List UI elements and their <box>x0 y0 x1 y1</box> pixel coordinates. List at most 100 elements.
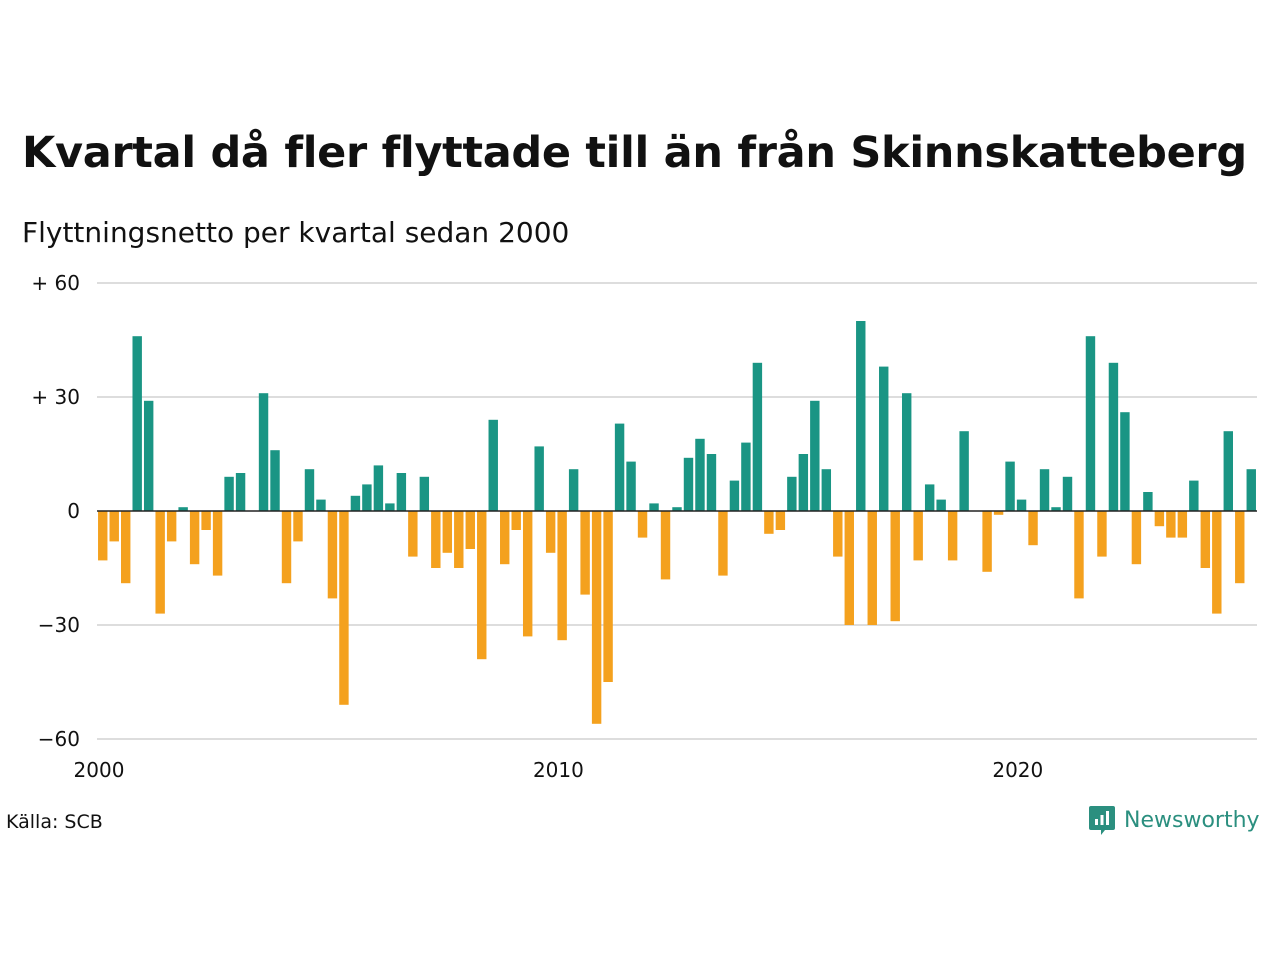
bar <box>201 511 211 530</box>
bar <box>1120 412 1130 511</box>
bar <box>1189 480 1199 511</box>
bar <box>442 511 453 553</box>
y-tick-label: + 30 <box>31 385 80 409</box>
bar <box>143 400 154 511</box>
y-tick-label: 0 <box>67 499 80 523</box>
bar <box>844 511 854 625</box>
bar <box>1039 469 1050 511</box>
bar <box>591 511 602 724</box>
bar <box>741 442 751 511</box>
bar <box>545 511 556 553</box>
bar <box>121 511 131 584</box>
bar <box>660 511 671 580</box>
bar <box>1166 511 1176 538</box>
bar <box>488 419 498 511</box>
bar <box>500 511 510 565</box>
x-tick-label: 2010 <box>533 758 584 782</box>
y-tick-label: −60 <box>38 727 80 751</box>
bar <box>752 362 763 511</box>
bar <box>1097 511 1107 557</box>
x-tick-label: 2000 <box>74 758 125 782</box>
bar <box>936 499 946 511</box>
bar <box>511 511 521 530</box>
bar <box>270 450 280 511</box>
bar <box>1016 499 1027 511</box>
bar <box>924 484 935 511</box>
bar <box>385 503 395 511</box>
bar <box>1235 511 1245 584</box>
bar <box>373 465 384 511</box>
bar <box>557 511 567 641</box>
chart-title: Kvartal då fler flyttade till än från Sk… <box>22 128 1247 178</box>
bar <box>649 503 659 511</box>
bar <box>890 511 900 622</box>
bar <box>235 473 246 511</box>
bar <box>1143 492 1153 511</box>
bar <box>327 511 338 599</box>
y-axis-labels: + 60 + 30 0 −30 −60 <box>31 271 80 751</box>
bar <box>580 511 590 595</box>
bar <box>1177 511 1188 538</box>
bar <box>522 511 533 637</box>
bar <box>695 438 705 511</box>
bar <box>706 454 717 511</box>
bar <box>1246 469 1256 511</box>
bar <box>821 469 832 511</box>
bar <box>810 400 820 511</box>
bar <box>947 511 958 561</box>
newsworthy-logo-icon <box>1089 806 1115 835</box>
bar <box>913 511 923 561</box>
bar <box>856 321 866 511</box>
bar <box>1051 507 1061 511</box>
bars <box>98 321 1256 724</box>
bar <box>1212 511 1222 614</box>
bar <box>1108 362 1119 511</box>
grid-lines <box>97 282 1257 740</box>
bar <box>1223 431 1233 511</box>
bar <box>454 511 464 568</box>
bar <box>258 393 269 511</box>
chart-subtitle: Flyttningsnetto per kvartal sedan 2000 <box>22 216 570 249</box>
bar <box>132 336 142 511</box>
bar <box>683 457 694 511</box>
bar <box>465 511 475 549</box>
bar <box>431 511 441 568</box>
bar <box>408 511 418 557</box>
bar <box>672 507 682 511</box>
bar <box>1005 461 1015 511</box>
bar-chart: + 60 + 30 0 −30 −60 2000 2010 2020 <box>31 271 1257 782</box>
bar <box>614 423 625 511</box>
bar <box>1200 511 1211 568</box>
bar <box>879 366 889 511</box>
bar <box>293 511 303 542</box>
bar <box>212 511 223 576</box>
bar <box>729 480 740 511</box>
bar <box>281 511 292 584</box>
bar <box>787 476 797 511</box>
bar <box>189 511 200 565</box>
bar <box>775 511 786 530</box>
bar <box>1028 511 1038 546</box>
bar <box>396 473 407 511</box>
bar <box>764 511 774 534</box>
bar <box>1085 336 1096 511</box>
bar <box>362 484 372 511</box>
bar <box>959 431 969 511</box>
x-axis-labels: 2000 2010 2020 <box>74 758 1044 782</box>
bar <box>534 446 544 511</box>
bar <box>98 511 108 561</box>
bar <box>1074 511 1084 599</box>
bar <box>1131 511 1142 565</box>
x-tick-label: 2020 <box>992 758 1043 782</box>
bar <box>603 511 613 682</box>
bar <box>568 469 579 511</box>
y-tick-label: + 60 <box>31 271 80 295</box>
bar <box>982 511 992 572</box>
bar <box>1062 476 1073 511</box>
bar <box>316 499 326 511</box>
bar <box>350 495 361 511</box>
bar <box>166 511 177 542</box>
bar <box>339 511 349 705</box>
bar <box>718 511 728 576</box>
brand-logo: Newsworthy <box>1088 804 1260 836</box>
